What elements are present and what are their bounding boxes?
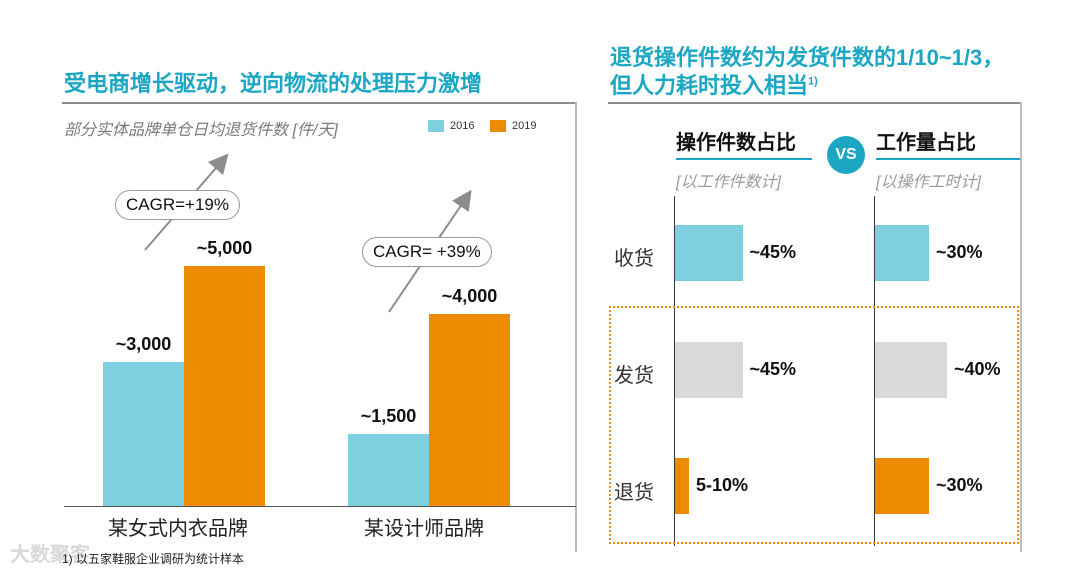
right-title-sup: 1)	[808, 75, 818, 88]
bar-value-label-2016-1: ~3,000	[115, 334, 172, 354]
right-title-text: 但人力耗时投入相当	[610, 73, 809, 98]
bar-value-label-2019-2: ~4,000	[441, 286, 498, 306]
legend-label-2019: 2019	[512, 120, 537, 132]
col1-title: 操作件数占比	[676, 130, 796, 154]
col1-bar-label-1: ~45%	[749, 242, 797, 262]
col1-axis	[674, 196, 675, 546]
col2-bar-label-2: ~40%	[954, 359, 1001, 379]
legend-swatch-2019	[490, 120, 506, 132]
col1-underline	[676, 158, 812, 160]
col1-bar-1	[675, 225, 743, 281]
left-title: 受电商增长驱动，逆向物流的处理压力激增	[64, 71, 483, 96]
right-title-line2: 但人力耗时投入相当1)	[610, 68, 818, 100]
highlight-box	[609, 306, 1019, 544]
right-panel-border	[1020, 102, 1022, 552]
bar-2019-2	[429, 314, 510, 506]
col1-bar-3	[675, 458, 689, 514]
bar-2016-1	[103, 362, 184, 506]
legend-label-2016: 2016	[450, 120, 475, 132]
category-label-2: 某设计师品牌	[364, 516, 484, 540]
col1-bar-2	[675, 342, 743, 398]
bar-2016-2	[348, 434, 429, 506]
row-label-returns: 退货	[614, 480, 654, 504]
left-panel-border	[575, 102, 577, 552]
footnote: 1) 以五家鞋服企业调研为统计样本	[62, 552, 245, 566]
col2-subtitle: [以操作工时计]	[876, 174, 981, 191]
right-title-line1: 退货操作件数约为发货件数的1/10~1/3，	[610, 45, 1005, 70]
category-label-1: 某女式内衣品牌	[108, 516, 248, 540]
col1-subtitle: [以工作件数计]	[676, 174, 781, 191]
bar-value-label-2016-2: ~1,500	[360, 406, 417, 426]
bar-value-label-2019-1: ~5,000	[196, 238, 253, 258]
col2-bar-1	[875, 225, 929, 281]
col1-bar-label-2: ~45%	[749, 359, 797, 379]
col2-underline	[876, 158, 1020, 160]
left-subtitle: 部分实体品牌单仓日均退货件数 [件/天]	[64, 122, 338, 139]
col2-title: 工作量占比	[876, 130, 976, 154]
col1-bar-label-3: 5-10%	[696, 475, 749, 495]
left-title-rule	[62, 102, 576, 104]
col2-bar-label-3: ~30%	[936, 475, 983, 495]
vertical-bar-chart: ~3,000 ~5,000 ~1,500 ~4,000	[103, 238, 510, 506]
col2-bar-2	[875, 342, 947, 398]
cagr-badge-1: CAGR=+19%	[115, 190, 240, 220]
col2-bar-label-1: ~30%	[936, 242, 983, 262]
bar-2019-1	[184, 266, 265, 506]
row-label-receiving: 收货	[614, 246, 654, 270]
vs-badge: VS	[827, 136, 865, 174]
col2-bar-3	[875, 458, 929, 514]
row-label-shipping: 发货	[614, 363, 654, 387]
watermark: 大数聚客	[10, 544, 90, 566]
right-title-rule	[608, 102, 1022, 104]
col2-axis	[874, 196, 875, 546]
cagr-badge-2: CAGR= +39%	[362, 237, 492, 267]
legend-swatch-2016	[428, 120, 444, 132]
x-axis	[64, 506, 576, 507]
